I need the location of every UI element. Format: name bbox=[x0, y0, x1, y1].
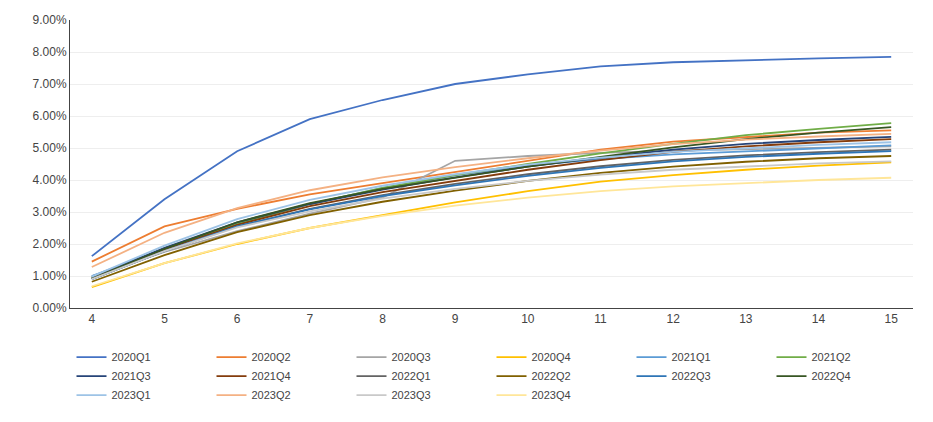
svg-text:5: 5 bbox=[161, 312, 168, 326]
svg-text:13: 13 bbox=[739, 312, 753, 326]
svg-text:7: 7 bbox=[306, 312, 313, 326]
svg-text:2022Q4: 2022Q4 bbox=[812, 370, 851, 382]
svg-text:2021Q4: 2021Q4 bbox=[252, 370, 291, 382]
svg-text:2022Q3: 2022Q3 bbox=[672, 370, 711, 382]
svg-text:2.00%: 2.00% bbox=[33, 237, 67, 251]
svg-text:3.00%: 3.00% bbox=[33, 205, 67, 219]
svg-text:15: 15 bbox=[885, 312, 899, 326]
svg-text:2021Q2: 2021Q2 bbox=[812, 351, 851, 363]
svg-text:1.00%: 1.00% bbox=[33, 269, 67, 283]
svg-text:8: 8 bbox=[379, 312, 386, 326]
svg-text:2020Q2: 2020Q2 bbox=[252, 351, 291, 363]
svg-text:2022Q1: 2022Q1 bbox=[392, 370, 431, 382]
svg-text:2022Q2: 2022Q2 bbox=[532, 370, 571, 382]
svg-text:6: 6 bbox=[234, 312, 241, 326]
svg-text:4.00%: 4.00% bbox=[33, 173, 67, 187]
svg-text:0.00%: 0.00% bbox=[33, 301, 67, 315]
svg-text:9.00%: 9.00% bbox=[33, 13, 67, 27]
svg-text:2023Q4: 2023Q4 bbox=[532, 389, 571, 401]
svg-text:9: 9 bbox=[452, 312, 459, 326]
svg-text:2021Q1: 2021Q1 bbox=[672, 351, 711, 363]
svg-text:10: 10 bbox=[521, 312, 535, 326]
svg-text:4: 4 bbox=[88, 312, 95, 326]
svg-text:6.00%: 6.00% bbox=[33, 109, 67, 123]
svg-text:5.00%: 5.00% bbox=[33, 141, 67, 155]
svg-text:2021Q3: 2021Q3 bbox=[112, 370, 151, 382]
svg-text:2020Q3: 2020Q3 bbox=[392, 351, 431, 363]
svg-text:2023Q2: 2023Q2 bbox=[252, 389, 291, 401]
svg-text:2020Q4: 2020Q4 bbox=[532, 351, 571, 363]
svg-text:8.00%: 8.00% bbox=[33, 45, 67, 59]
svg-text:7.00%: 7.00% bbox=[33, 77, 67, 91]
svg-text:14: 14 bbox=[812, 312, 826, 326]
svg-text:12: 12 bbox=[667, 312, 681, 326]
svg-text:11: 11 bbox=[594, 312, 607, 326]
svg-text:2023Q1: 2023Q1 bbox=[112, 389, 151, 401]
svg-text:2023Q3: 2023Q3 bbox=[392, 389, 431, 401]
svg-text:2020Q1: 2020Q1 bbox=[112, 351, 151, 363]
